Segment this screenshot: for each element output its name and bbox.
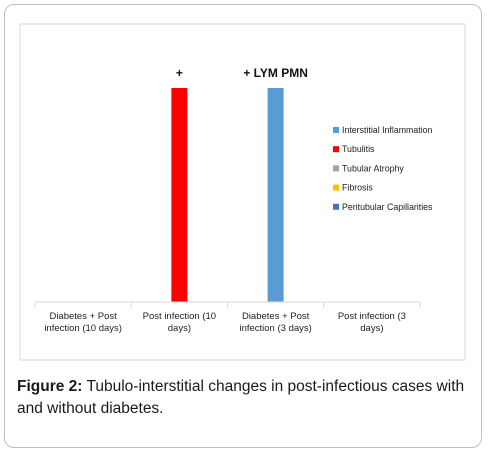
legend-swatch <box>333 146 339 153</box>
x-tick-label-line: Diabetes + Post <box>49 311 117 322</box>
x-tick-label-line: days) <box>360 323 383 334</box>
x-tick-label-line: Post infection (3 <box>338 311 406 322</box>
bar-annotation: + LYM PMN <box>243 66 308 80</box>
x-tick-label: Diabetes + Post infection (3 days) <box>239 311 311 334</box>
bar-annotation: + <box>176 66 183 80</box>
x-tick-label: Post infection (3 days) <box>338 311 406 334</box>
figure-caption: Figure 2: Tubulo-interstitial changes in… <box>17 376 472 420</box>
x-tick-label-line: infection (3 days) <box>239 323 311 334</box>
chart-area <box>19 23 466 361</box>
x-tick-label-line: Diabetes + Post <box>242 311 310 322</box>
legend-label: Tubulitis <box>342 144 375 154</box>
legend-swatch <box>333 203 339 210</box>
x-tick-label-line: Post infection (10 <box>143 311 216 322</box>
bar-tubulitis <box>171 88 188 302</box>
legend-swatch <box>333 165 339 172</box>
caption-text: Tubulo-interstitial changes in post-infe… <box>17 378 465 417</box>
x-tick-label: Diabetes + Post infection (10 days) <box>44 311 122 334</box>
legend-label: Interstitial Inflammation <box>342 125 433 135</box>
legend-label: Tubular Atrophy <box>342 163 404 173</box>
caption-label: Figure 2: <box>17 378 83 395</box>
bar-interstitial-inflammation <box>267 88 284 302</box>
legend-swatch <box>333 127 339 133</box>
legend-label: Fibrosis <box>342 183 373 193</box>
x-tick-label: Post infection (10 days) <box>143 311 216 334</box>
legend-swatch <box>333 184 339 191</box>
x-tick-label-line: infection (10 days) <box>44 323 122 334</box>
legend-label: Peritubular Capillarities <box>342 202 433 212</box>
x-tick-label-line: days) <box>168 323 191 334</box>
